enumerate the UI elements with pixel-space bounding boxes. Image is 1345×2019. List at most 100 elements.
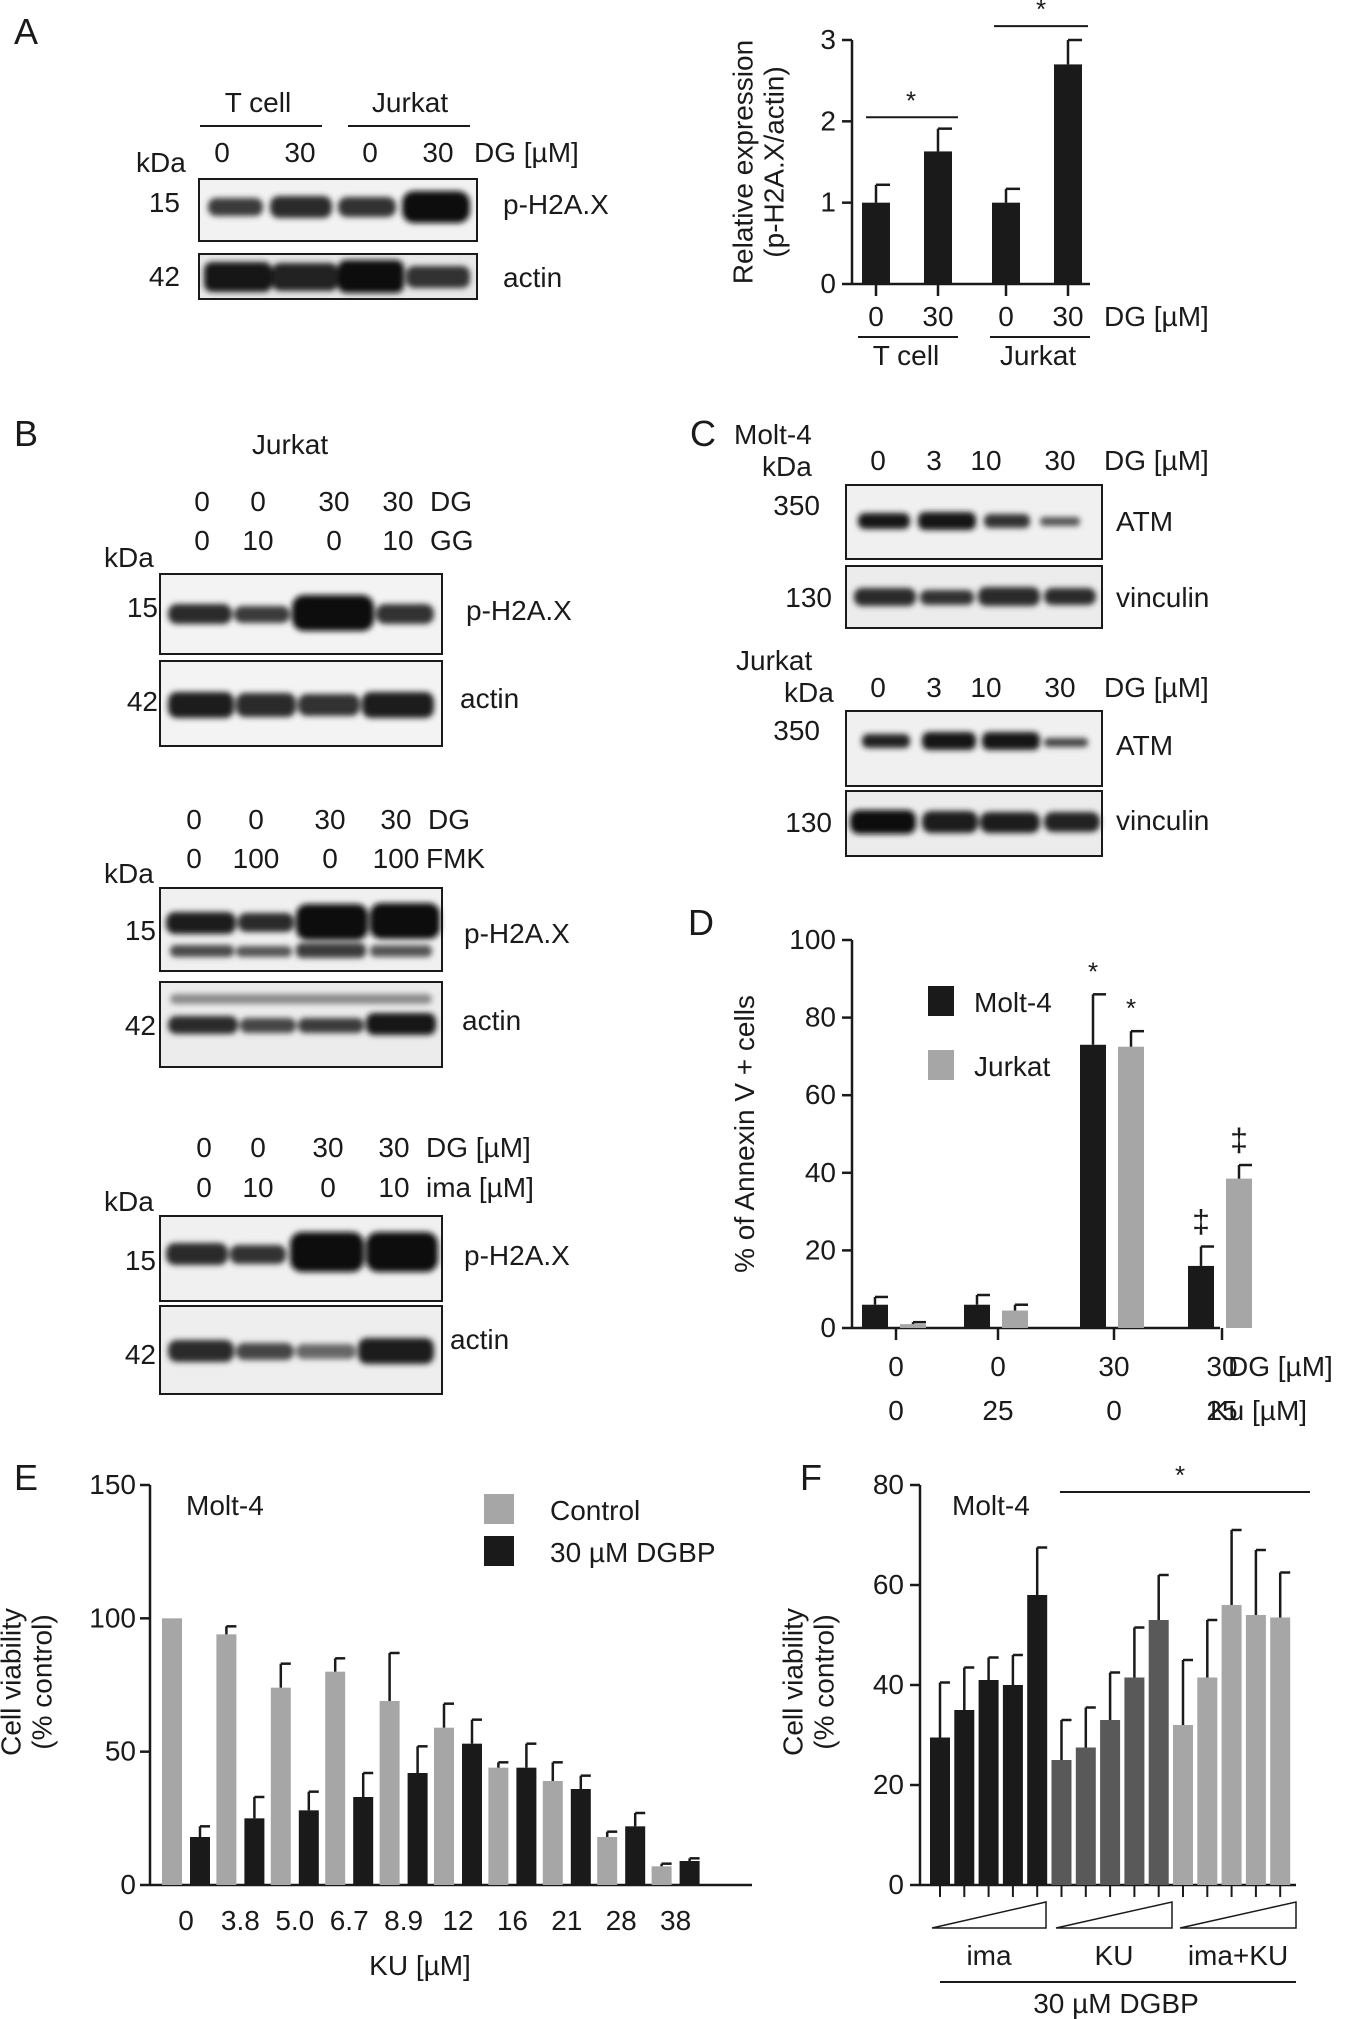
c1-dose-2: 3: [926, 445, 942, 476]
row2-label: 25: [982, 1395, 1013, 1426]
b2-kda: kDa: [104, 858, 154, 889]
x-tick-label: 3.8: [221, 1905, 260, 1936]
x-tick-label: 5.0: [275, 1905, 314, 1936]
bar-e-dgbp-8: [570, 1789, 591, 1885]
chart-e: 0 50 100 150 0 3.8 5.0 6.7 8.9 12 16 21 28 38 KU [µM] M…: [0, 1469, 752, 1981]
bar-f-ima-5: [1027, 1595, 1048, 1885]
c2-mw-atm: 350: [773, 715, 820, 746]
bar-d-jurkat-1: [900, 1324, 926, 1328]
b1-kda: kDa: [104, 542, 154, 573]
b2-fmk-2: 100: [233, 843, 280, 874]
legend-label: Control: [550, 1495, 640, 1526]
b2-fmk-4: 100: [373, 843, 420, 874]
significance-mark: ‡: [1192, 1204, 1210, 1240]
chart-annotation: Molt-4: [952, 1490, 1030, 1521]
b1-dg-3: 30: [318, 486, 349, 517]
bar-e-control-7: [488, 1767, 509, 1885]
c1-name-vinculin: vinculin: [1116, 582, 1209, 613]
b3-dg-4: 30: [378, 1132, 409, 1163]
bar-f-ima-ku-3: [1221, 1605, 1242, 1885]
chart-f: 0 20 40 60 80 * ima KU ima+KU 30 µM DGBP Molt-4 Cel…: [778, 1460, 1310, 2019]
b3-dg-2: 0: [250, 1132, 266, 1163]
c1-dose-1: 0: [870, 445, 886, 476]
bar-e-control-9: [597, 1837, 618, 1885]
c1-dose-label: DG [µM]: [1104, 445, 1209, 476]
y-tick-label: 40: [873, 1669, 904, 1700]
c2-dose-4: 30: [1044, 672, 1075, 703]
x-tick-label: 28: [606, 1905, 637, 1936]
x-tick-label: 38: [660, 1905, 691, 1936]
y-tick-label: 20: [873, 1769, 904, 1800]
blot-a: T cell Jurkat 0 30 0 30 DG [µM] kDa 15 p…: [136, 87, 609, 300]
b3-bands-actin: [168, 1338, 434, 1364]
bar-e-control-2: [216, 1634, 237, 1885]
name-ph2ax: p-H2A.X: [503, 189, 609, 220]
b3-dg-label: DG [µM]: [426, 1132, 531, 1163]
c2-mw-vinculin: 130: [785, 807, 832, 838]
dose-triangle: [1179, 1901, 1297, 1929]
b2-bands-actin: [168, 994, 436, 1035]
b2-dg-label: DG: [428, 804, 470, 835]
row1-label: 30: [1206, 1351, 1237, 1382]
y-axis-label-line: % of Annexin V + cells: [729, 995, 760, 1273]
panel-a: A T cell Jurkat 0 30 0 30 DG [µM] kDa 15…: [14, 0, 1209, 371]
c1-cell-line: Molt-4: [734, 419, 812, 450]
b3-mw-actin: 42: [125, 1339, 156, 1370]
row2-label: 0: [1106, 1395, 1122, 1426]
b3-name-actin: actin: [450, 1324, 509, 1355]
c1-bands-vinculin: [854, 587, 1096, 606]
chart-d: 0 20 40 60 80 100 * ‡ * ‡ 0 0 0 25 30 0 30 25 DG [µM] Ku [µ…: [729, 924, 1333, 1426]
b3-ima-1: 0: [196, 1172, 212, 1203]
y-tick-label: 80: [805, 1002, 836, 1033]
c2-name-atm: ATM: [1116, 730, 1173, 761]
c2-box-atm: [845, 710, 1103, 787]
blot-c-jurkat: Jurkat kDa 0 3 10 30 DG [µM] 350 ATM: [736, 645, 1209, 857]
y-axis-label: Cell viability(% control): [778, 1608, 840, 1756]
dose-label: DG [µM]: [474, 137, 579, 168]
bar-f-ima-ku-4: [1245, 1615, 1266, 1885]
bar-f-ima-3: [978, 1680, 999, 1885]
panel-letter-f: F: [800, 1457, 822, 1498]
bar-a-1: [862, 202, 890, 284]
bar-e-dgbp-10: [679, 1861, 700, 1885]
bands-actin: [204, 260, 470, 293]
c2-dose-3: 10: [970, 672, 1001, 703]
dose-lane-1: 0: [214, 137, 230, 168]
b1-gg-3: 0: [326, 525, 342, 556]
bands-ph2ax: [208, 191, 470, 223]
y-tick-label: 40: [805, 1157, 836, 1188]
b1-name-actin: actin: [460, 683, 519, 714]
c1-name-atm: ATM: [1116, 506, 1173, 537]
x-tick-label: 0: [178, 1905, 194, 1936]
x-tick-label: 30: [1052, 301, 1083, 332]
bar-d-molt-4-3: [1080, 1044, 1106, 1328]
y-tick-label: 50: [105, 1736, 136, 1767]
row2-label: 0: [888, 1395, 904, 1426]
row1-label: 0: [990, 1351, 1006, 1382]
group-label: KU: [1095, 1940, 1134, 1971]
bar-f-ku-1: [1051, 1760, 1072, 1885]
b1-gg-4: 10: [382, 525, 413, 556]
y-tick-label: 1: [820, 187, 836, 218]
c2-bands-atm: [862, 732, 1088, 750]
y-axis-label-line: (p-H2A.X/actin): [758, 66, 789, 257]
x-category-label: DG [µM]: [1104, 301, 1209, 332]
c1-bands-atm: [858, 512, 1080, 530]
b2-bands-ph2ax: [166, 903, 440, 958]
y-axis-label: Cell viability(% control): [0, 1608, 57, 1756]
b1-gg-label: GG: [430, 525, 474, 556]
bar-f-ku-4: [1124, 1677, 1145, 1885]
bar-e-control-8: [542, 1781, 563, 1885]
b1-mw-ph2ax: 15: [127, 592, 158, 623]
cell-line-label: Jurkat: [252, 429, 328, 460]
panel-letter-b: B: [14, 413, 38, 454]
b3-bands-ph2ax: [166, 1232, 438, 1272]
panel-letter-d: D: [688, 902, 714, 943]
bar-e-dgbp-4: [353, 1797, 374, 1885]
y-tick-label: 0: [820, 268, 836, 299]
panel-c: C Molt-4 kDa 0 3 10 30 DG [µM] 350 ATM: [690, 413, 1209, 857]
b3-ima-3: 0: [320, 1172, 336, 1203]
b3-ima-label: ima [µM]: [426, 1172, 534, 1203]
bar-e-dgbp-2: [244, 1818, 265, 1885]
b1-dg-1: 0: [194, 486, 210, 517]
